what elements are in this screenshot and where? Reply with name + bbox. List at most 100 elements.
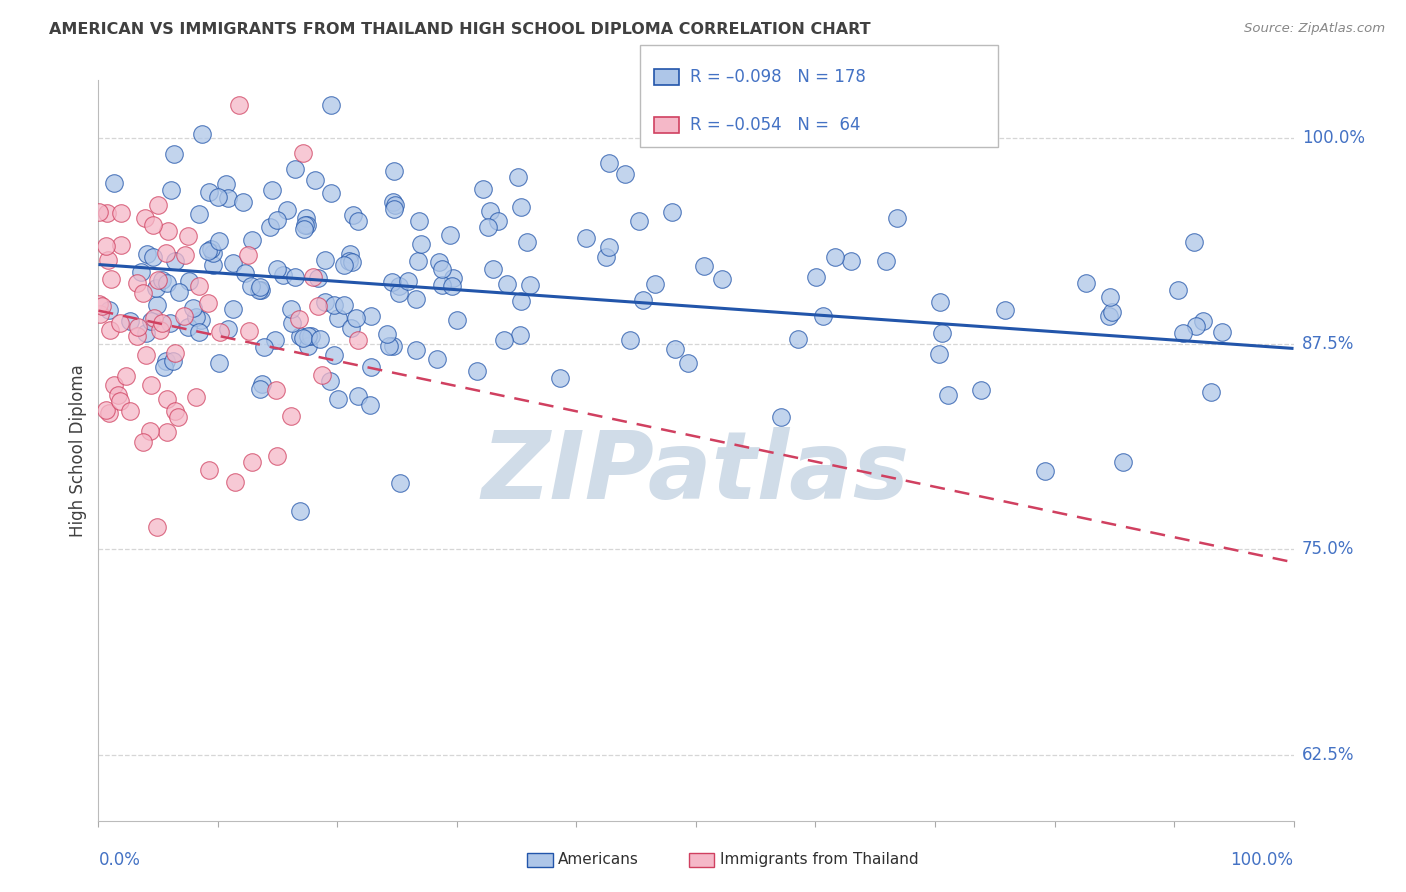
Point [676,356,699,370]
Point [125,329,148,343]
Point [346,333,368,347]
Point [1185,319,1208,334]
Point [224,475,246,489]
Point [97,253,120,268]
Point [693,260,716,274]
Point [326,311,349,326]
Point [266,213,288,227]
Point [134,211,156,226]
Y-axis label: High School Diploma: High School Diploma [69,364,87,537]
Text: Americans: Americans [558,853,640,867]
Point [281,316,304,330]
Point [280,409,302,423]
Point [288,504,311,518]
Point [290,328,312,343]
Point [936,388,959,402]
Point [309,333,332,347]
Point [804,269,827,284]
Point [207,189,229,203]
Point [1192,314,1215,328]
Point [217,322,239,336]
Point [249,279,271,293]
Point [215,178,238,192]
Point [430,262,453,277]
Point [197,244,219,259]
Point [1033,464,1056,478]
Point [162,353,184,368]
Point [233,266,256,280]
Point [295,219,318,233]
Point [156,392,179,407]
Point [90,299,112,313]
Point [276,202,298,217]
Point [471,182,494,196]
Point [266,261,288,276]
Point [323,348,346,362]
Point [108,316,131,330]
Point [89,307,111,321]
Point [482,261,505,276]
Point [135,247,157,261]
Point [146,197,169,211]
Point [314,295,336,310]
Point [841,254,863,268]
Point [242,455,264,469]
Point [1167,283,1189,297]
Point [970,383,993,397]
Point [405,292,427,306]
Point [509,327,531,342]
Point [1098,309,1121,323]
Point [824,250,846,264]
Text: 100.0%: 100.0% [1230,851,1294,869]
Point [266,449,288,463]
Point [94,403,117,417]
Point [439,227,461,242]
Point [259,219,281,234]
Point [163,146,186,161]
Point [118,404,141,418]
Point [177,228,200,243]
Point [375,327,398,342]
Point [631,293,654,307]
Point [114,368,136,383]
Point [110,238,132,252]
Point [644,277,666,291]
Point [131,265,153,279]
Text: 87.5%: 87.5% [1302,334,1354,352]
Point [97,407,120,421]
Point [340,321,363,335]
Point [388,286,411,301]
Point [509,293,531,308]
Text: R = –0.054   N =  64: R = –0.054 N = 64 [690,116,860,134]
Point [190,313,212,327]
Point [519,277,541,292]
Point [465,364,488,378]
Point [174,248,197,262]
Point [156,276,179,290]
Point [510,200,533,214]
Point [167,285,190,300]
Point [787,332,810,346]
Point [598,155,620,169]
Point [146,273,169,287]
Point [149,323,172,337]
Point [240,233,263,247]
Text: 0.0%: 0.0% [98,851,141,869]
Point [384,198,406,212]
Point [931,326,953,341]
Point [322,298,344,312]
Point [222,301,245,316]
Point [494,333,516,347]
Point [297,339,319,353]
Point [208,356,231,370]
Point [548,370,571,384]
Point [664,343,686,357]
Point [1101,305,1123,319]
Point [326,392,349,407]
Point [928,347,950,361]
Point [347,389,370,403]
Point [360,310,382,324]
Point [307,299,329,313]
Text: Immigrants from Thailand: Immigrants from Thailand [720,853,918,867]
Point [271,268,294,282]
